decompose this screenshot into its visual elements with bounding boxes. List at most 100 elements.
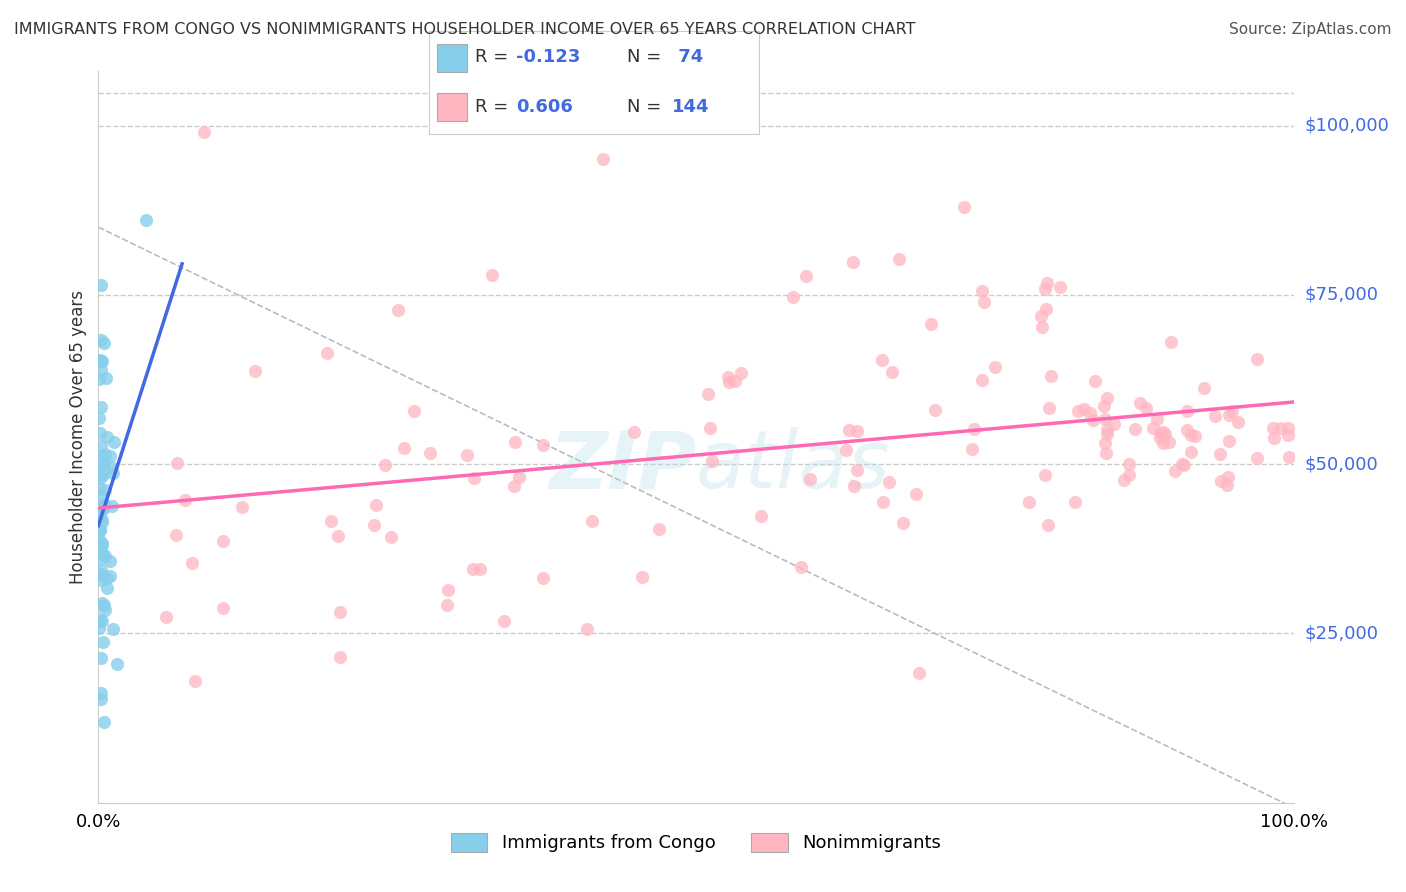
Point [1149, 425, 1171, 440]
Point [1218, 409, 1240, 423]
Text: IMMIGRANTS FROM CONGO VS NONIMMIGRANTS HOUSEHOLDER INCOME OVER 65 YEARS CORRELAT: IMMIGRANTS FROM CONGO VS NONIMMIGRANTS H… [14, 22, 915, 37]
Point [1218, 434, 1240, 449]
Point [87, 509, 110, 524]
Point [872, 353, 894, 368]
Point [492, 614, 515, 628]
Point [90, 354, 112, 368]
Point [90, 536, 112, 550]
Text: $75,000: $75,000 [1305, 285, 1379, 304]
Text: ZIP: ZIP [548, 427, 696, 506]
Point [419, 446, 441, 460]
Point [211, 533, 233, 548]
Point [717, 375, 740, 389]
Point [91, 635, 114, 649]
Point [845, 425, 868, 439]
Point [844, 479, 866, 493]
Point [437, 583, 460, 598]
Point [1227, 415, 1250, 429]
Point [1180, 445, 1202, 459]
Point [94, 446, 117, 460]
Point [155, 610, 177, 624]
Point [90, 574, 112, 588]
Point [1063, 495, 1085, 509]
Point [463, 471, 485, 485]
Point [952, 200, 974, 214]
Point [1038, 518, 1060, 533]
Point [91, 614, 114, 628]
Point [91, 568, 114, 582]
Point [93, 500, 115, 515]
Point [1152, 425, 1174, 439]
Point [1049, 279, 1071, 293]
Point [842, 255, 865, 269]
Text: atlas: atlas [696, 427, 891, 506]
Point [973, 295, 995, 310]
Point [907, 666, 929, 681]
Point [93, 497, 115, 511]
Point [364, 499, 387, 513]
Text: 0.606: 0.606 [516, 97, 574, 116]
Point [89, 532, 111, 546]
Point [648, 522, 671, 536]
Point [1160, 335, 1182, 350]
Point [90, 513, 112, 527]
Point [456, 448, 478, 462]
Point [98, 450, 121, 464]
Point [165, 528, 187, 542]
Point [166, 456, 188, 470]
Point [94, 483, 117, 498]
Point [699, 421, 721, 435]
Point [90, 467, 112, 482]
Point [1171, 457, 1194, 471]
Point [90, 515, 112, 529]
Point [1149, 431, 1171, 445]
Point [702, 454, 724, 468]
Point [838, 423, 860, 437]
FancyBboxPatch shape [437, 93, 467, 121]
Point [89, 504, 111, 518]
Point [904, 487, 927, 501]
Point [1094, 435, 1116, 450]
Point [89, 467, 111, 481]
Point [891, 516, 914, 531]
Point [87, 411, 110, 425]
Point [1067, 404, 1090, 418]
Point [93, 499, 115, 513]
Point [1078, 406, 1101, 420]
Point [1112, 473, 1135, 487]
Text: R =: R = [475, 97, 515, 116]
Point [321, 514, 343, 528]
Point [91, 596, 114, 610]
Point [315, 346, 337, 360]
Point [93, 598, 115, 612]
Y-axis label: Householder Income Over 65 years: Householder Income Over 65 years [69, 290, 87, 584]
Text: 144: 144 [672, 97, 709, 116]
Point [880, 365, 903, 379]
Point [1263, 431, 1285, 445]
Text: -0.123: -0.123 [516, 48, 581, 66]
Point [90, 545, 112, 559]
Point [90, 363, 112, 377]
Point [1018, 495, 1040, 509]
Point [1164, 464, 1187, 478]
Point [93, 336, 115, 351]
Point [89, 425, 111, 440]
Point [1159, 434, 1181, 449]
Point [970, 373, 993, 387]
Point [93, 603, 115, 617]
Point [717, 370, 740, 384]
Point [592, 153, 614, 167]
Point [90, 333, 112, 347]
Point [1033, 467, 1056, 482]
Point [392, 441, 415, 455]
Point [89, 467, 111, 482]
Point [1084, 374, 1107, 388]
Point [91, 354, 114, 368]
Point [90, 400, 112, 414]
Point [90, 563, 112, 577]
Point [799, 472, 821, 486]
Point [1142, 421, 1164, 435]
Point [1095, 391, 1118, 405]
Point [101, 622, 124, 636]
Point [89, 523, 111, 537]
